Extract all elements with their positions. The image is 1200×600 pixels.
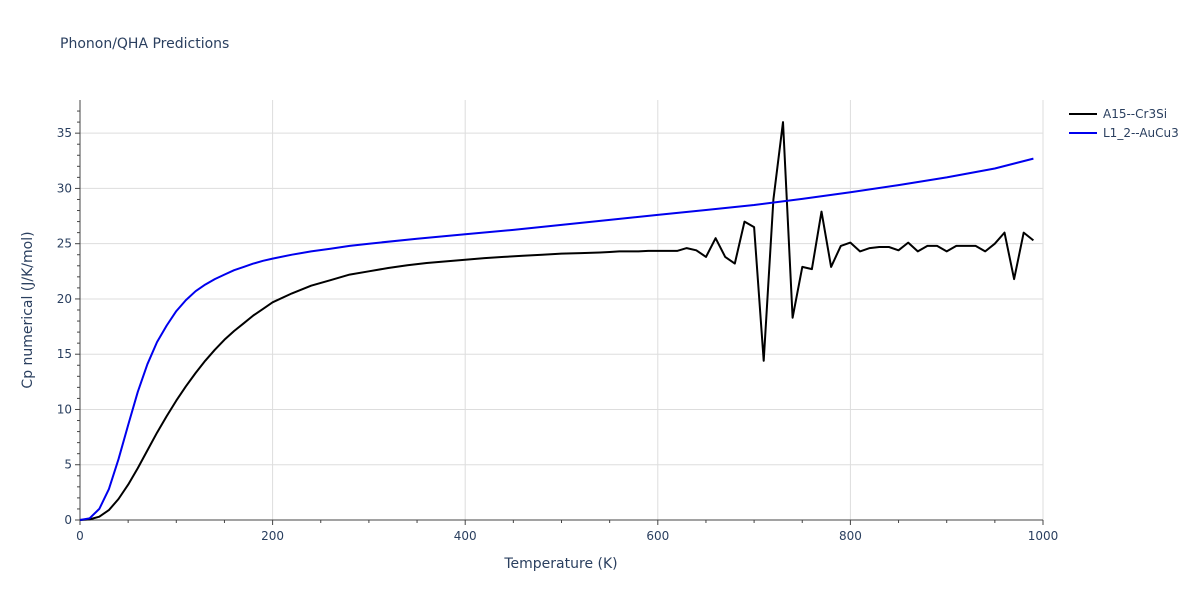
x-tick-label: 0	[76, 529, 84, 543]
y-tick-label: 20	[57, 292, 72, 306]
legend: A15--Cr3Si L1_2--AuCu3	[1069, 107, 1179, 140]
x-tick-label: 800	[839, 529, 862, 543]
legend-label: A15--Cr3Si	[1103, 107, 1167, 121]
series-line	[79, 121, 1035, 521]
chart-title: Phonon/QHA Predictions	[60, 36, 230, 52]
x-tick-label: 200	[261, 529, 284, 543]
y-tick-label: 0	[64, 513, 72, 527]
x-tick-label: 600	[646, 529, 669, 543]
y-axis-title: Cp numerical (J/K/mol)	[20, 231, 36, 388]
y-tick-label: 35	[57, 126, 72, 140]
y-tick-label: 5	[64, 458, 72, 472]
x-tick-label: 400	[454, 529, 477, 543]
y-tick-label: 10	[57, 402, 72, 416]
gridlines	[80, 100, 1044, 520]
series-layer	[79, 121, 1035, 521]
y-tick-label: 30	[57, 181, 72, 195]
legend-label: L1_2--AuCu3	[1103, 126, 1179, 140]
x-axis-title: Temperature (K)	[503, 556, 617, 572]
y-tick-label: 25	[57, 237, 72, 251]
x-tick-label: 1000	[1028, 529, 1059, 543]
series-line	[79, 157, 1034, 521]
y-tick-label: 15	[57, 347, 72, 361]
axes: 0 200 400 600 800 1000 0 5 10 15 20 25 30 35	[57, 100, 1059, 543]
